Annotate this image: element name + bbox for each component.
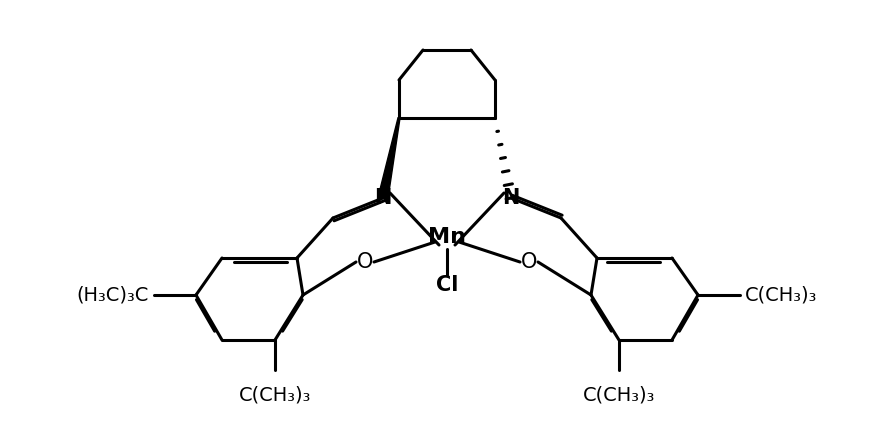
Text: C(CH₃)₃: C(CH₃)₃ <box>583 385 655 404</box>
Text: C(CH₃)₃: C(CH₃)₃ <box>745 285 817 304</box>
Polygon shape <box>378 118 400 199</box>
Text: O: O <box>521 252 537 272</box>
Text: (H₃C)₃C: (H₃C)₃C <box>77 285 149 304</box>
Text: N: N <box>375 188 392 208</box>
Text: N: N <box>502 188 519 208</box>
Text: O: O <box>357 252 373 272</box>
Text: Cl: Cl <box>435 275 459 295</box>
Text: C(CH₃)₃: C(CH₃)₃ <box>239 385 311 404</box>
Text: Mn: Mn <box>428 227 466 247</box>
